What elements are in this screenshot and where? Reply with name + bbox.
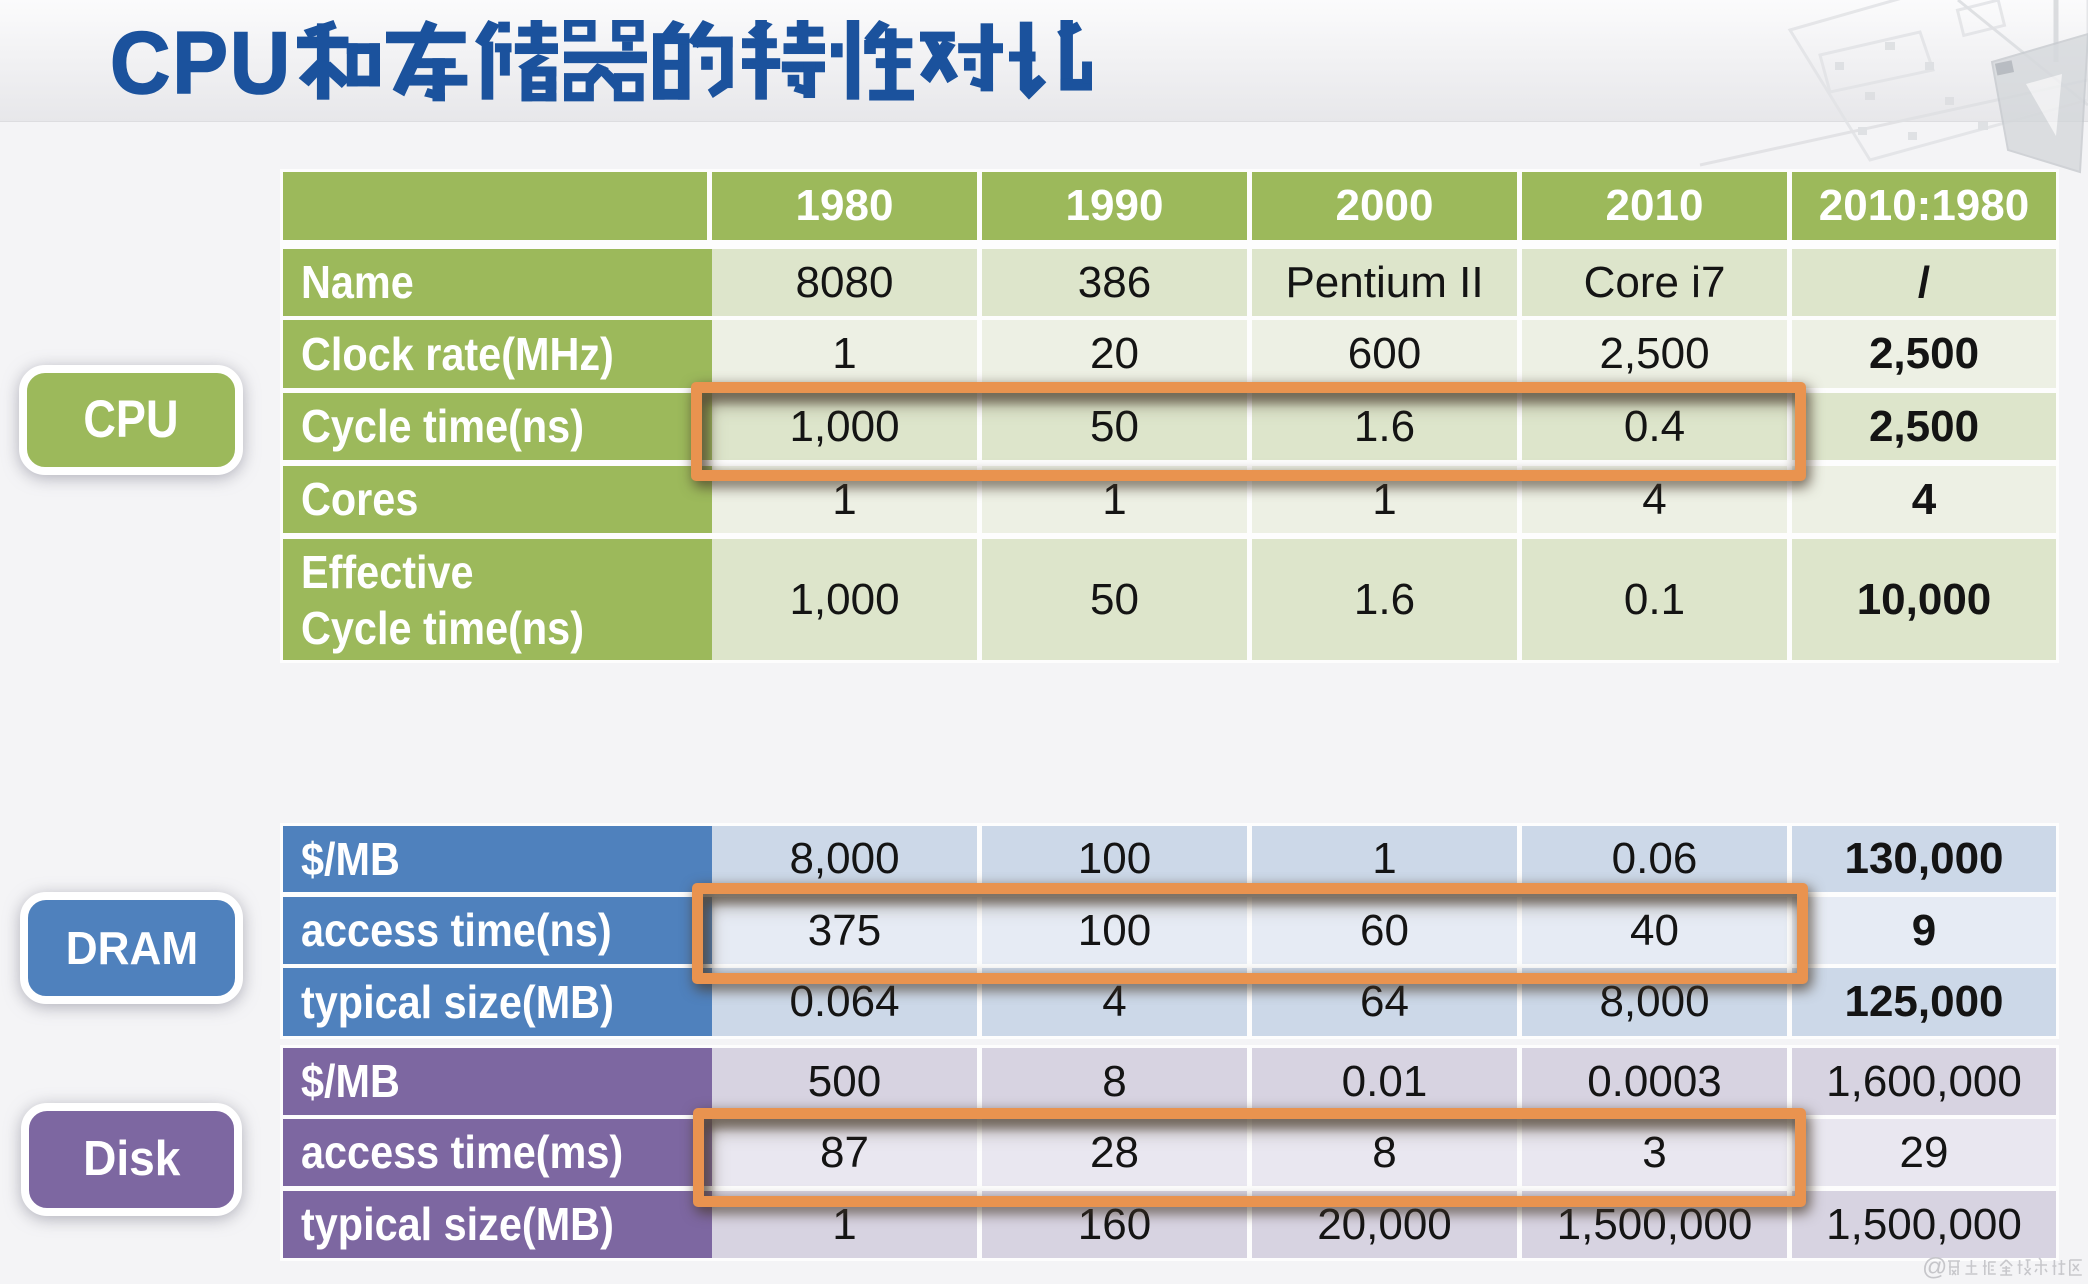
svg-text:CPU: CPU — [110, 14, 292, 112]
svg-text:@: @ — [1922, 1254, 1947, 1280]
